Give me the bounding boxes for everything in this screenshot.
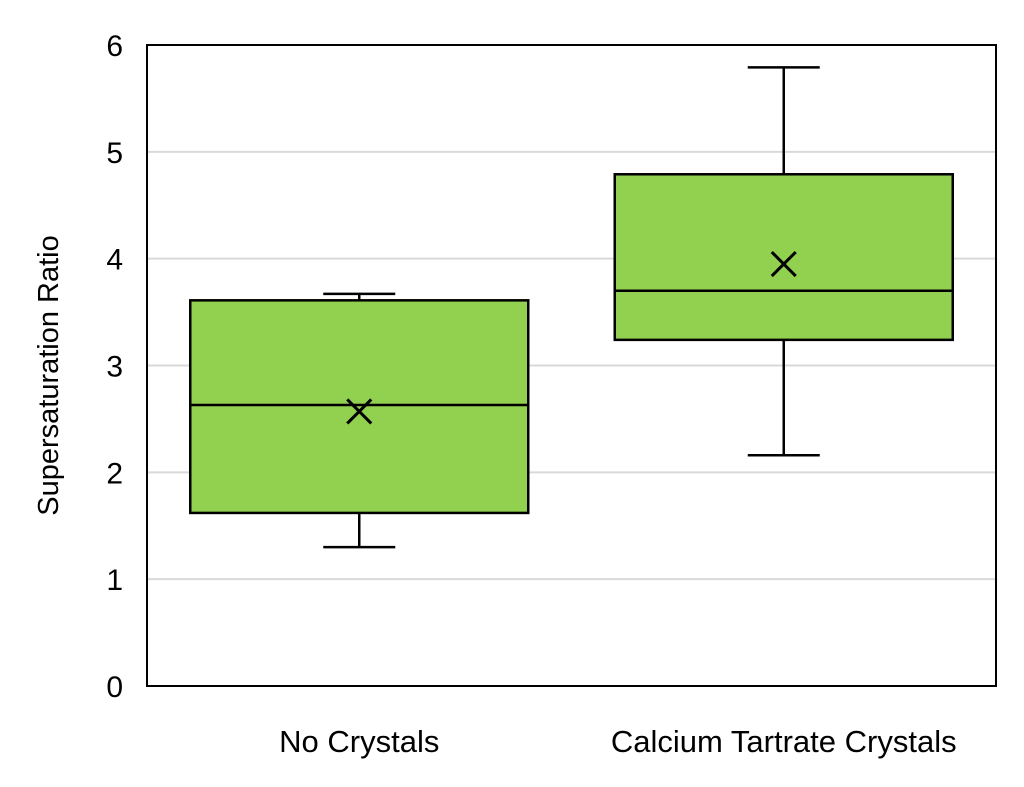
interquartile-box [613, 173, 954, 342]
box-calcium-tartrate-crystals [613, 66, 954, 457]
y-tick-label: 1 [106, 564, 123, 597]
y-axis-title: Supersaturation Ratio [33, 235, 65, 516]
y-tick-label: 0 [106, 671, 123, 704]
y-tick-label: 6 [106, 30, 123, 63]
plot-area-frame [146, 44, 997, 687]
box-series [189, 66, 954, 549]
x-axis-category-labels: No Crystals Calcium Tartrate Crystals [279, 724, 956, 759]
mean-marker [770, 250, 797, 278]
y-tick-label: 4 [106, 244, 123, 277]
x-category-label: Calcium Tartrate Crystals [611, 724, 957, 759]
x-category-label: No Crystals [279, 724, 439, 759]
y-tick-label: 3 [106, 351, 123, 384]
mean-marker [346, 398, 373, 425]
y-tick-label: 2 [106, 457, 123, 490]
y-tick-label: 5 [106, 137, 123, 170]
box-no-crystals [189, 292, 530, 549]
interquartile-box [189, 299, 530, 515]
y-axis-tick-labels: 0 1 2 3 4 5 6 [106, 30, 123, 704]
